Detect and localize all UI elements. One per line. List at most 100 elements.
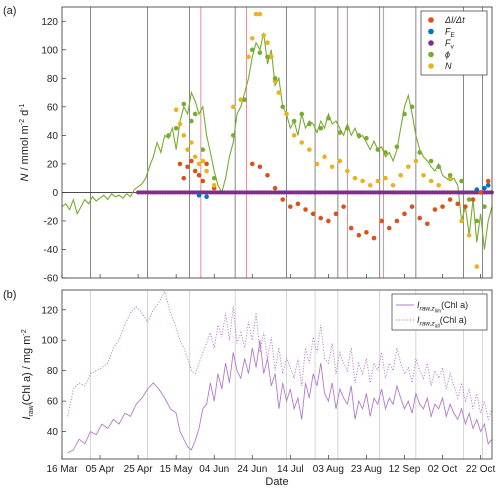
ylabel-b: Iraw(Chl a) / mg m-2 — [21, 329, 35, 419]
point-dI-23 — [356, 232, 362, 238]
point-N-13 — [249, 36, 255, 41]
panel-a: -60 -40 -20 0 20 40 60 80 100 120 (a) N / mmol m-2 … — [3, 5, 494, 285]
point-phi-23 — [375, 147, 381, 152]
point-N-23 — [299, 140, 305, 145]
legend-b-box — [391, 293, 488, 331]
xtick-label-1: 05 Apr — [86, 464, 116, 475]
point-phi-18 — [326, 115, 331, 121]
ytick-a-label-7: 80 — [47, 74, 59, 85]
point-N-2 — [181, 133, 187, 138]
point-N-12 — [246, 54, 251, 60]
point-N-21 — [284, 111, 289, 117]
point-phi-2 — [181, 101, 187, 107]
series-b-solid — [67, 340, 493, 454]
point-N-22 — [291, 133, 297, 138]
point-phi-8 — [242, 97, 247, 103]
point-phi-6 — [211, 175, 217, 181]
panel-b-label: (b) — [3, 289, 16, 301]
point-dI-7 — [204, 161, 209, 167]
xtick-label-6: 14 Jul — [277, 464, 304, 475]
point-phi-22 — [364, 135, 369, 141]
point-phi-5 — [200, 147, 206, 152]
point-N-9 — [211, 182, 217, 188]
panel-a-frame — [61, 6, 493, 279]
point-dI-38 — [470, 197, 476, 202]
point-N-18 — [268, 54, 274, 60]
point-dI-16 — [303, 207, 308, 212]
xtick-label-8: 23 Aug — [351, 464, 382, 475]
point-FE-2 — [474, 187, 480, 192]
point-dI-32 — [425, 221, 430, 227]
point-N-40 — [428, 178, 434, 184]
xtick-label-2: 25 Apr — [124, 464, 154, 475]
point-dI-12 — [272, 185, 278, 191]
point-dI-15 — [295, 201, 301, 207]
point-phi-28 — [417, 150, 422, 155]
legend-a-label-0: ΔI/Δt — [444, 15, 465, 25]
point-N-20 — [276, 90, 282, 95]
legend-b: Iraw,zlim(Chl a)Iraw,zall(Chl a) — [391, 293, 488, 331]
point-phi-13 — [280, 104, 286, 110]
point-N-29 — [345, 168, 350, 174]
point-N-45 — [474, 264, 480, 269]
point-N-5 — [192, 154, 198, 160]
ytick-a-label-1: -40 — [44, 245, 59, 256]
point-dI-14 — [288, 204, 293, 209]
point-FE-0 — [196, 192, 202, 198]
point-dI-22 — [348, 225, 354, 231]
point-dI-13 — [280, 197, 286, 202]
legend-a-marker-3 — [428, 51, 434, 58]
point-dI-25 — [371, 235, 377, 241]
point-N-8 — [204, 168, 209, 174]
point-dI-28 — [394, 218, 400, 224]
point-phi-32 — [459, 178, 464, 184]
ytick-a-label-0: -60 — [44, 274, 59, 285]
xtick-label-3: 15 May — [160, 464, 193, 475]
point-N-24 — [307, 147, 312, 152]
point-phi-25 — [394, 144, 400, 150]
point-dI-31 — [417, 215, 422, 221]
ytick-b-label-3: 100 — [41, 336, 58, 347]
point-N-39 — [421, 173, 426, 178]
point-FE-1 — [204, 194, 209, 199]
point-N-16 — [261, 33, 266, 38]
point-dI-29 — [402, 211, 407, 217]
point-phi-35 — [482, 204, 487, 209]
ytick-a-label-9: 120 — [41, 17, 58, 28]
point-N-27 — [329, 164, 335, 170]
panel-b: 40 60 80 100 120 16 Mar 05 Apr 25 Apr 15 May 04 J… — [3, 289, 496, 488]
xtick-label-5: 24 Jun — [237, 464, 267, 475]
point-phi-19 — [337, 130, 343, 135]
point-phi-9 — [249, 47, 255, 53]
legend-a-label-2: Fv — [445, 38, 455, 51]
point-dI-10 — [257, 164, 263, 170]
panel-b-frame — [61, 289, 493, 460]
point-N-43 — [459, 218, 464, 224]
ytick-b-label-2: 80 — [47, 366, 59, 377]
legend-a-marker-2 — [428, 40, 434, 46]
point-N-41 — [436, 182, 442, 188]
point-dI-30 — [409, 204, 415, 209]
legend-b-label-1: Iraw,zall(Chl a) — [417, 315, 467, 330]
point-phi-33 — [466, 197, 472, 202]
point-N-4 — [189, 140, 194, 145]
point-phi-1 — [173, 125, 179, 131]
point-phi-29 — [428, 158, 434, 164]
point-phi-26 — [402, 111, 407, 117]
series-b-dotted — [67, 290, 493, 422]
point-dI-39 — [478, 190, 483, 195]
point-N-36 — [398, 173, 403, 178]
point-dI-40 — [485, 178, 491, 184]
point-phi-31 — [447, 173, 453, 178]
point-N-28 — [337, 158, 343, 164]
ytick-a-label-2: -20 — [44, 216, 59, 227]
point-N-3 — [185, 147, 190, 152]
point-dI-1 — [181, 175, 187, 181]
point-N-6 — [196, 161, 202, 167]
point-phi-24 — [383, 150, 388, 155]
point-N-17 — [265, 40, 270, 45]
point-phi-21 — [356, 133, 362, 138]
point-N-14 — [253, 11, 259, 17]
point-N-32 — [367, 182, 373, 188]
